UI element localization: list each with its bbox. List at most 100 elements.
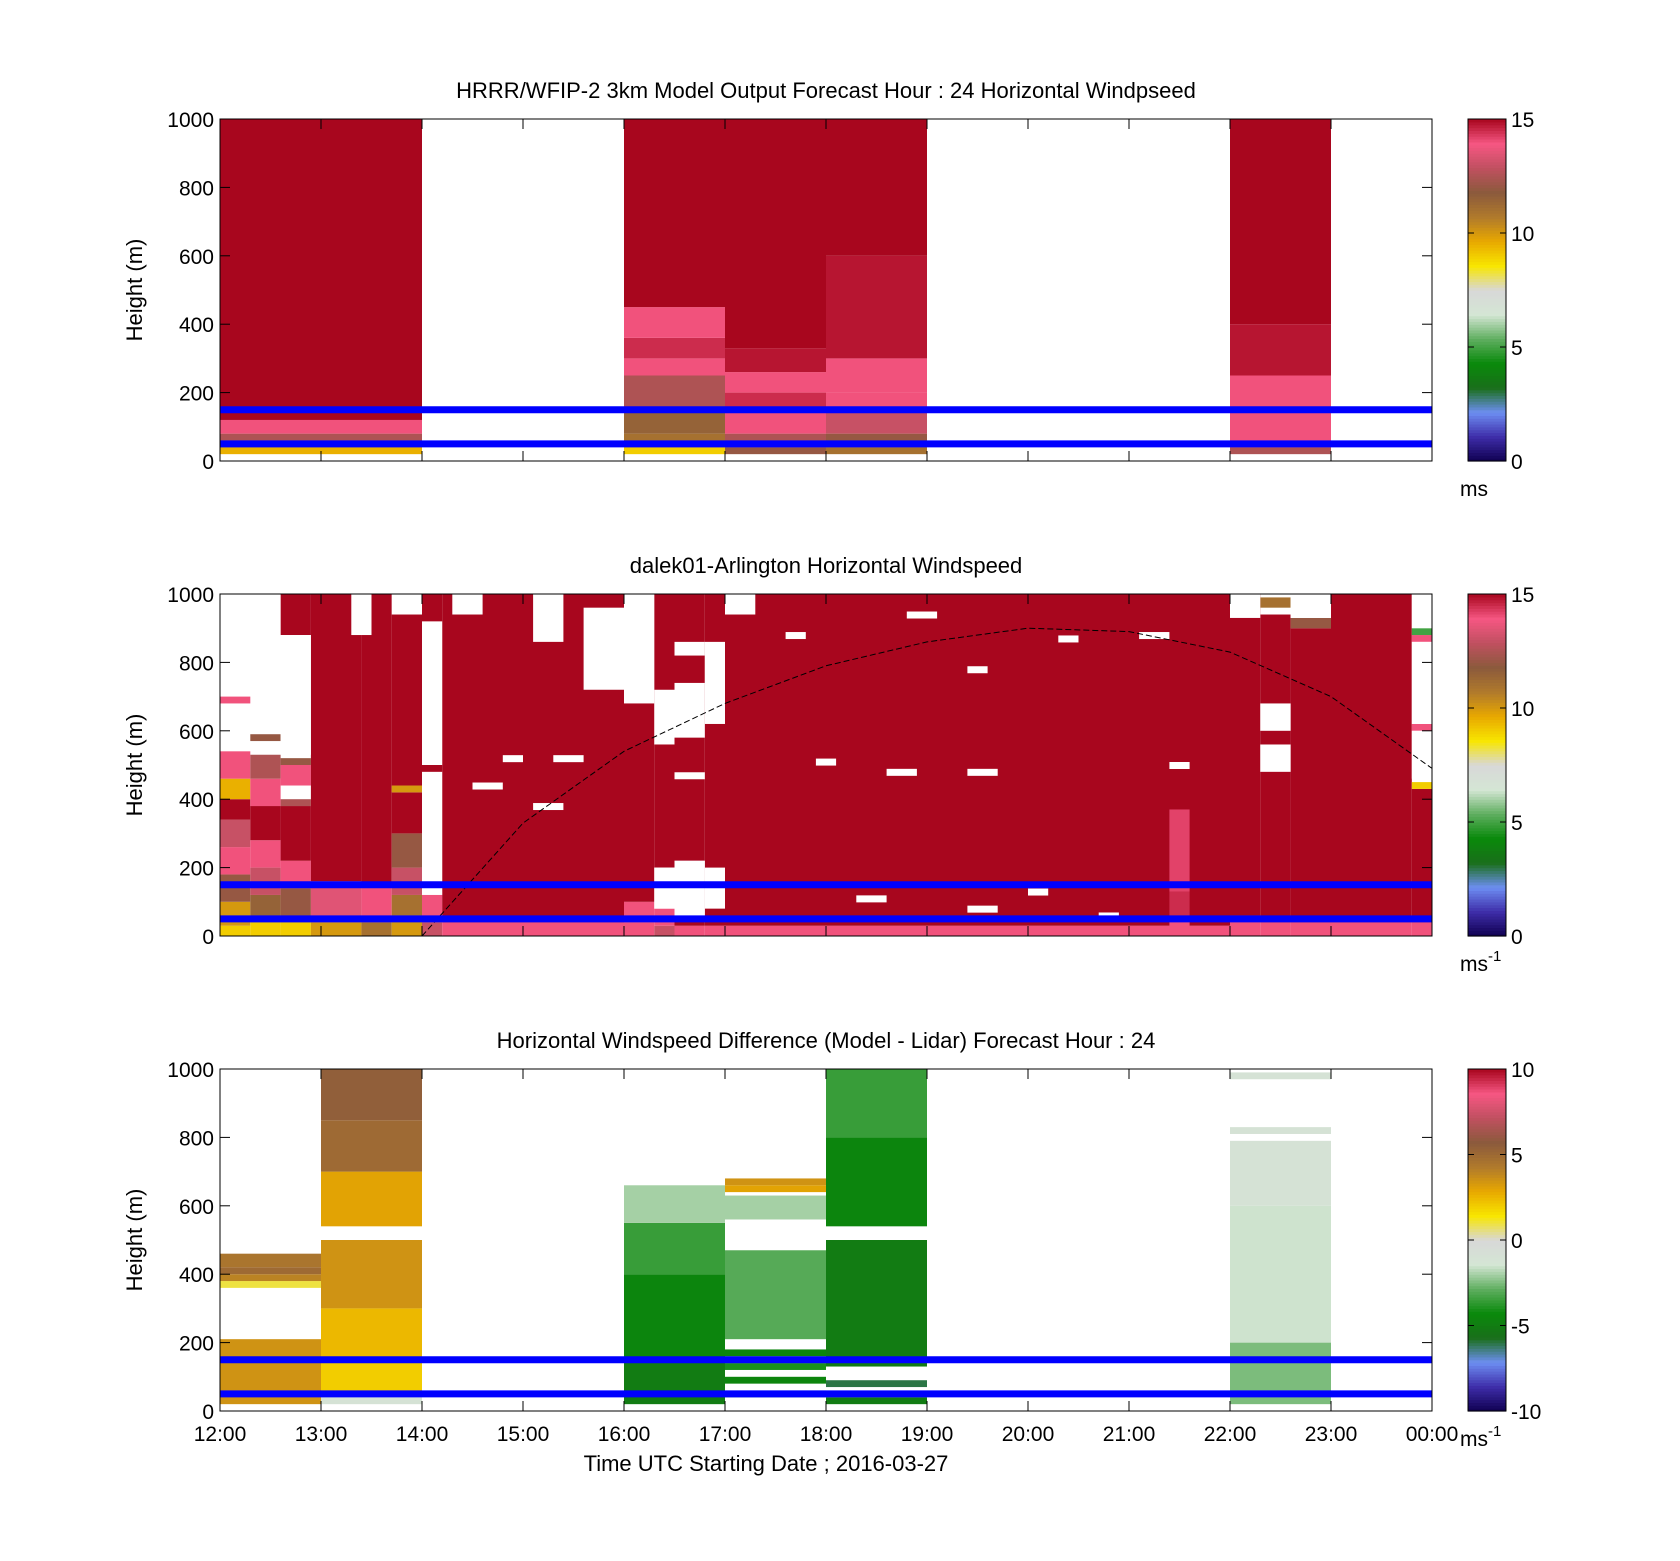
heatmap-cell	[1230, 375, 1331, 410]
y-tick-label: 600	[179, 1196, 214, 1219]
colorbar-swatch	[1468, 864, 1506, 869]
colorbar-swatch	[1468, 870, 1506, 874]
colorbar-swatch	[1468, 1368, 1506, 1372]
colorbar-swatch	[1468, 913, 1506, 917]
colorbar-swatch	[1468, 708, 1506, 712]
heatmap-cell	[624, 1274, 725, 1360]
colorbar-swatch	[1468, 438, 1506, 442]
heatmap-cell	[391, 894, 422, 916]
colorbar-swatch	[1468, 270, 1506, 274]
heatmap-cell	[1230, 1072, 1331, 1080]
missing-data-gap	[583, 607, 624, 690]
y-axis-label: Height (m)	[122, 714, 147, 817]
colorbar-swatch	[1468, 281, 1506, 285]
colorbar-swatch	[1468, 702, 1506, 706]
heatmap-area	[220, 119, 1432, 455]
colorbar-swatch	[1468, 432, 1506, 436]
colorbar-swatch	[1468, 648, 1506, 652]
colorbar-swatch	[1468, 138, 1506, 143]
colorbar-swatch	[1468, 924, 1506, 929]
colorbar-swatch	[1468, 392, 1506, 397]
colorbar-swatch	[1468, 1128, 1506, 1133]
colorbar-swatch	[1468, 1365, 1506, 1369]
colorbar-swatch	[1468, 602, 1506, 606]
heatmap-cell	[1230, 447, 1331, 455]
colorbar-swatch	[1468, 1077, 1506, 1081]
colorbar-tick-label: 5	[1511, 337, 1523, 360]
colorbar-swatch	[1468, 1311, 1506, 1315]
colorbar-swatch	[1468, 756, 1506, 760]
colorbar-swatch	[1468, 1348, 1506, 1352]
heatmap-area	[220, 1069, 1432, 1405]
colorbar-swatch	[1468, 261, 1506, 265]
colorbar-tick-label: 5	[1511, 812, 1523, 835]
colorbar-swatch	[1468, 1177, 1506, 1181]
heatmap-cell	[1169, 891, 1190, 916]
colorbar-swatch	[1468, 750, 1506, 755]
heatmap-cell	[1230, 594, 1261, 916]
missing-data-line	[553, 755, 584, 763]
missing-data-gap	[422, 621, 443, 765]
heatmap-cell	[250, 778, 281, 807]
colorbar-swatch	[1468, 916, 1506, 920]
colorbar-swatch	[1468, 221, 1506, 226]
colorbar-swatch	[1468, 1288, 1506, 1292]
heatmap-cell	[725, 1178, 826, 1186]
y-tick-label: 1000	[167, 584, 214, 607]
heatmap-cell	[220, 925, 251, 936]
colorbar-swatch	[1468, 170, 1506, 174]
heatmap-cell	[1411, 788, 1432, 923]
heatmap-cell	[725, 348, 826, 373]
heatmap-cell	[624, 1359, 725, 1405]
heatmap-area	[220, 594, 1432, 936]
heatmap-cell	[1230, 324, 1331, 376]
colorbar-swatch	[1468, 1183, 1506, 1187]
colorbar-swatch	[1468, 856, 1506, 860]
heatmap-cell	[725, 447, 826, 455]
colorbar-swatch	[1468, 1294, 1506, 1298]
colorbar-swatch	[1468, 153, 1506, 157]
colorbar-swatch	[1468, 1168, 1506, 1173]
colorbar-swatch	[1468, 156, 1506, 160]
colorbar-swatch	[1468, 318, 1506, 322]
x-tick-label: 21:00	[1103, 1423, 1156, 1446]
x-tick-label: 13:00	[295, 1423, 348, 1446]
colorbar-swatch	[1468, 727, 1506, 732]
colorbar-swatch	[1468, 1402, 1506, 1406]
colorbar-swatch	[1468, 662, 1506, 666]
colorbar-swatch	[1468, 426, 1506, 431]
colorbar-swatch	[1468, 384, 1506, 388]
colorbar-swatch	[1468, 381, 1506, 385]
colorbar-swatch	[1468, 1388, 1506, 1392]
heatmap-cell	[391, 594, 422, 786]
chart-title: HRRR/WFIP-2 3km Model Output Forecast Ho…	[456, 78, 1196, 103]
colorbar-swatch	[1468, 921, 1506, 926]
colorbar-swatch	[1468, 822, 1506, 826]
heatmap-cell	[826, 447, 927, 455]
colorbar-swatch	[1468, 799, 1506, 803]
heatmap-cell	[1411, 782, 1432, 789]
colorbar-swatch	[1468, 1191, 1506, 1195]
colorbar-swatch	[1468, 292, 1506, 297]
colorbar-swatch	[1468, 688, 1506, 692]
colorbar-swatch	[1468, 201, 1506, 206]
colorbar-swatch	[1468, 705, 1506, 709]
colorbar-swatch	[1468, 224, 1506, 228]
colorbar-swatch	[1468, 1262, 1506, 1267]
colorbar-swatch	[1468, 315, 1506, 320]
colorbar-swatch	[1468, 1086, 1506, 1090]
colorbar-swatch	[1468, 1103, 1506, 1107]
heatmap-cell	[220, 1274, 321, 1282]
heatmap-cell	[391, 792, 422, 834]
heatmap-cell	[220, 419, 422, 434]
colorbar-swatch	[1468, 1228, 1506, 1233]
heatmap-cell	[442, 922, 624, 936]
heatmap-cell	[321, 1240, 422, 1309]
heatmap-cell	[220, 847, 251, 875]
colorbar-swatch	[1468, 290, 1506, 294]
heatmap-cell	[220, 778, 251, 800]
colorbar-swatch	[1468, 1148, 1506, 1153]
heatmap-cell	[826, 358, 927, 393]
colorbar-swatch	[1468, 716, 1506, 720]
missing-data-line	[967, 768, 998, 776]
